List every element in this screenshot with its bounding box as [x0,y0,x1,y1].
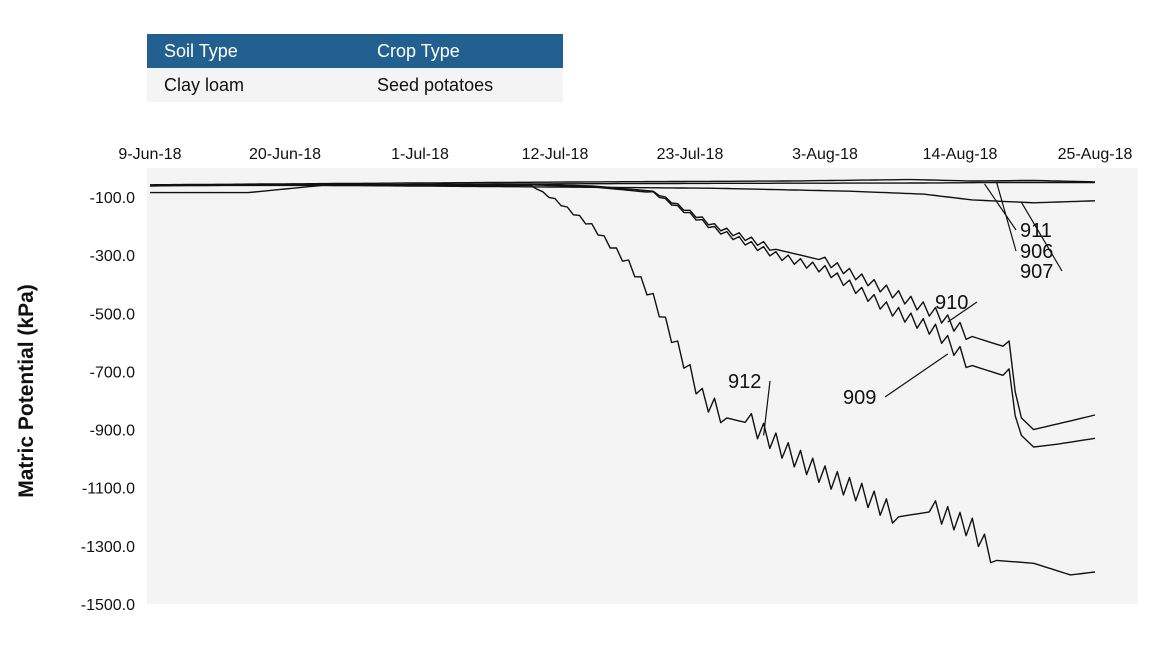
info-cell-soil-type: Clay loam [147,68,360,102]
x-tick-labels: 9-Jun-18 20-Jun-18 1-Jul-18 12-Jul-18 23-Jul… [118,146,1132,163]
info-table-row: Clay loam Seed potatoes [147,68,563,102]
annotation-label-909: 909 [843,387,876,409]
y-tick-label: -500.0 [90,306,135,323]
annotation-label-911: 911 [1020,220,1052,242]
y-tick-label: -1100.0 [82,481,135,498]
y-tick-label: -1300.0 [81,539,135,556]
x-tick-label: 1-Jul-18 [391,146,449,163]
x-tick-label: 14-Aug-18 [923,146,998,163]
x-tick-label: 12-Jul-18 [522,146,589,163]
y-tick-label: -700.0 [90,364,135,381]
info-table-header-row: Soil Type Crop Type [147,34,563,68]
annotation-label-906: 906 [1020,241,1053,263]
series-line-907 [150,184,1096,204]
series-lines [149,178,1096,576]
annotation-leader-912 [763,380,771,436]
x-tick-label: 23-Jul-18 [657,146,724,163]
x-tick-label: 25-Aug-18 [1058,146,1133,163]
x-tick-label: 3-Aug-18 [792,146,858,163]
annotation-label-907: 907 [1020,261,1053,283]
y-tick-label: -300.0 [90,248,135,265]
y-tick-label: -900.0 [90,423,135,440]
annotation-leader-906 [996,182,1017,252]
y-axis-label: Matric Potential (kPa) [15,284,38,498]
info-header-crop-type: Crop Type [360,34,563,68]
series-line-911 [149,178,1096,186]
annotation-label-912: 912 [728,371,761,393]
y-tick-labels: -100.0 -300.0 -500.0 -700.0 -900.0 -1100.0 -13… [81,190,135,614]
x-tick-label: 20-Jun-18 [249,146,321,163]
info-header-soil-type: Soil Type [147,34,360,68]
annotation-leader-910 [947,301,978,323]
info-table: Soil Type Crop Type Clay loam Seed potat… [147,34,563,102]
info-cell-crop-type: Seed potatoes [360,68,563,102]
annotation-leader-911 [984,183,1017,231]
y-tick-label: -100.0 [90,190,135,207]
series-line-912 [150,184,1096,576]
annotation-label-910: 910 [935,292,968,314]
annotation-leader-909 [884,353,949,398]
plot-area [147,168,1138,604]
annotation-leader-907 [1020,201,1063,272]
x-tick-label: 9-Jun-18 [118,146,181,163]
y-tick-label: -1500.0 [81,597,135,614]
